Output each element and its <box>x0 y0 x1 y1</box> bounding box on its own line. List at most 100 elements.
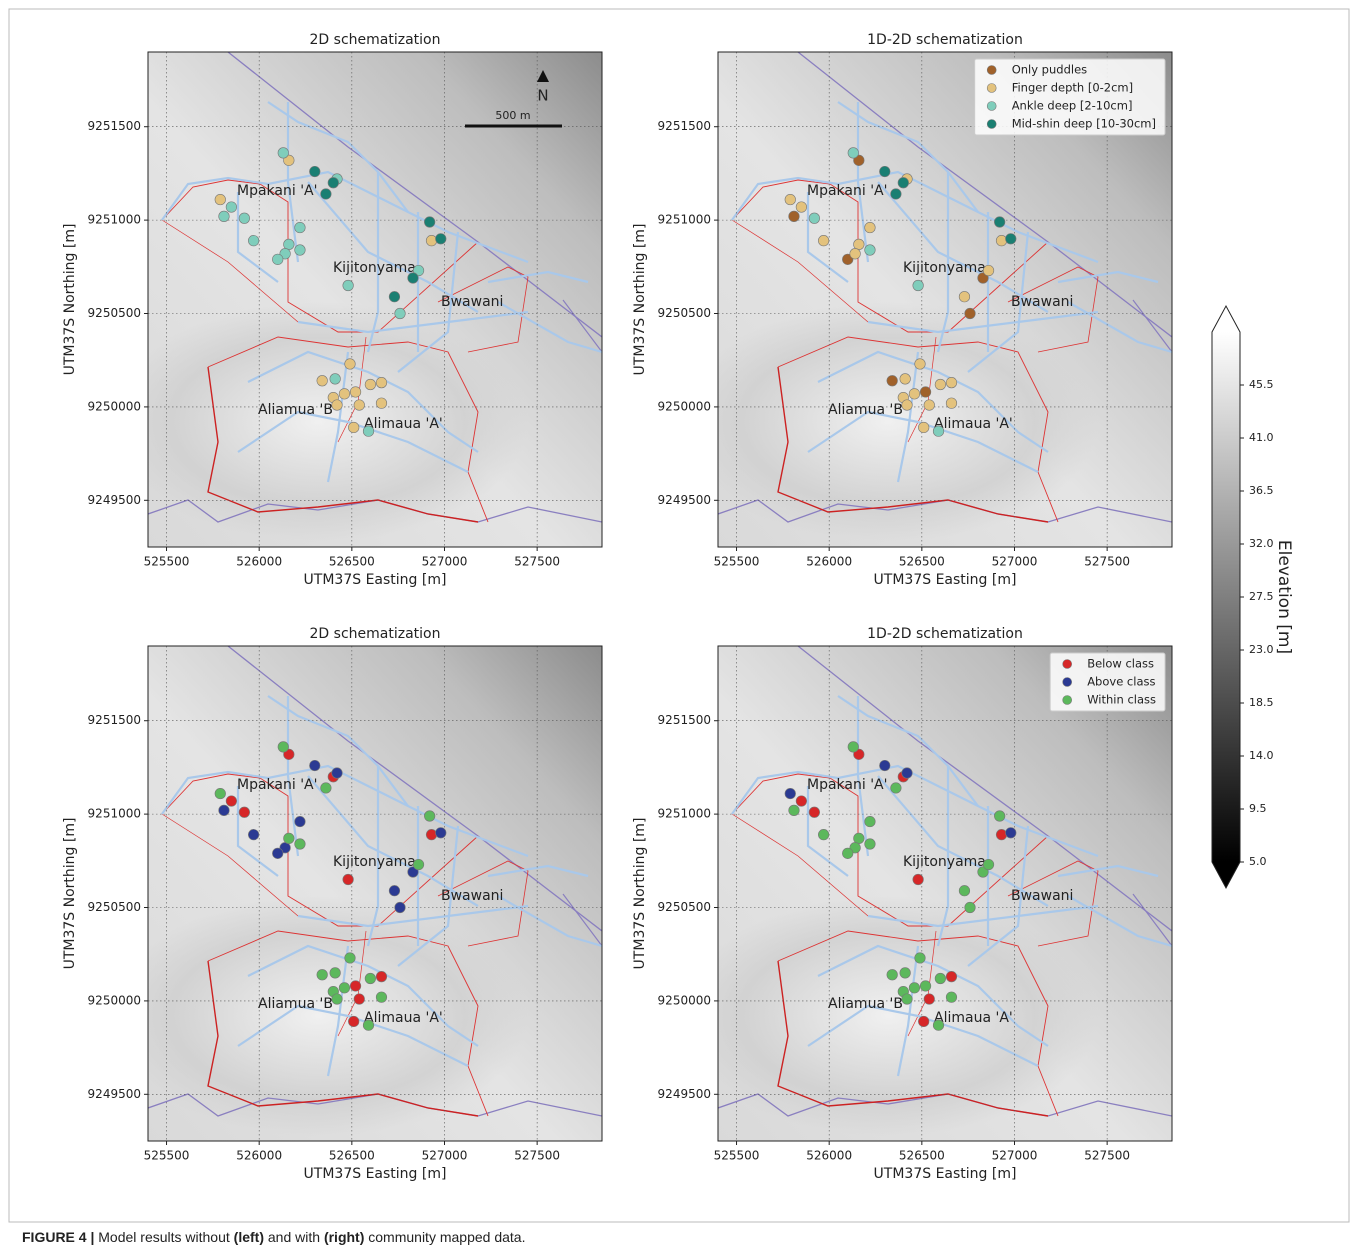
data-point <box>320 188 332 200</box>
data-point <box>294 815 306 828</box>
panel-title: 2D schematization <box>310 32 441 48</box>
x-tick-label: 527000 <box>992 555 1038 569</box>
data-point <box>977 272 989 284</box>
data-point <box>342 279 354 292</box>
data-point <box>238 806 250 818</box>
y-tick-label: 9249500 <box>88 1087 141 1101</box>
data-point <box>923 993 935 1005</box>
y-tick-label: 9251500 <box>88 119 141 133</box>
y-tick-label: 9249500 <box>658 1087 711 1101</box>
data-point <box>338 388 351 400</box>
data-point <box>364 378 376 391</box>
caption-part: (right) <box>324 1229 364 1245</box>
data-point <box>901 399 913 411</box>
data-point <box>353 399 365 411</box>
data-point <box>294 244 306 256</box>
place-label: Alimaua 'A' <box>364 416 443 432</box>
data-point <box>995 235 1008 247</box>
place-label: Kijitonyama <box>333 854 416 870</box>
x-tick-label: 526500 <box>899 1149 945 1163</box>
y-axis-label: UTM37S Northing [m] <box>632 224 648 376</box>
data-point <box>864 815 876 828</box>
data-point <box>394 901 406 914</box>
x-axis-label: UTM37S Easting [m] <box>874 572 1017 588</box>
y-tick-label: 9249500 <box>658 493 711 507</box>
data-point <box>225 795 237 807</box>
data-point <box>309 165 321 178</box>
data-point <box>847 741 859 753</box>
data-point <box>435 827 447 839</box>
axes-frame <box>147 645 603 1142</box>
colorbar-label: Elevation [m] <box>1274 540 1294 654</box>
data-point <box>1005 827 1017 839</box>
data-point <box>964 901 976 914</box>
data-point <box>435 233 447 245</box>
legend-marker <box>986 119 997 129</box>
y-tick-label: 9249500 <box>88 493 141 507</box>
data-point <box>934 378 946 391</box>
x-axis-label: UTM37S Easting [m] <box>304 572 447 588</box>
colorbar-tick-label: 5.0 <box>1249 855 1267 868</box>
place-label: Bwawani <box>1011 888 1073 904</box>
legend-marker <box>1062 677 1072 687</box>
colorbar-tick-label: 32.0 <box>1249 537 1274 550</box>
data-point <box>945 397 958 409</box>
data-point <box>914 358 926 370</box>
data-point <box>272 847 284 859</box>
data-point <box>344 358 356 370</box>
data-point <box>977 866 989 878</box>
data-point <box>932 425 945 437</box>
place-label: Bwawani <box>1011 294 1073 310</box>
data-point <box>849 842 861 854</box>
data-point <box>412 264 425 277</box>
data-point <box>784 787 796 800</box>
legend-marker <box>986 83 997 93</box>
y-tick-label: 9251500 <box>658 713 711 727</box>
axes-frame <box>717 645 1173 1142</box>
legend-label: Finger depth [0-2cm] <box>1012 81 1133 95</box>
data-point <box>375 377 388 389</box>
data-point <box>388 885 401 897</box>
data-point <box>277 147 289 159</box>
data-point <box>864 244 876 256</box>
panel-title: 1D-2D schematization <box>867 32 1023 48</box>
x-tick-label: 527500 <box>514 1149 560 1163</box>
data-point <box>908 982 921 994</box>
data-point <box>899 373 911 385</box>
caption-part: and with <box>264 1229 324 1245</box>
place-label: Mpakani 'A' <box>807 777 887 793</box>
y-axis-label: UTM37S Northing [m] <box>62 818 78 970</box>
scale-label: 500 m <box>495 109 530 122</box>
data-point <box>808 212 820 224</box>
data-point <box>795 795 807 807</box>
y-tick-label: 9250000 <box>658 399 711 413</box>
x-tick-label: 526000 <box>806 1149 852 1163</box>
data-point <box>349 386 362 398</box>
data-point <box>424 810 436 822</box>
data-point <box>248 829 260 841</box>
axes-frame <box>147 51 603 548</box>
data-point <box>923 399 935 411</box>
data-point <box>362 425 375 437</box>
x-tick-label: 525500 <box>714 1149 760 1163</box>
colorbar-tick-label: 36.5 <box>1249 484 1274 497</box>
data-point <box>353 993 365 1005</box>
data-point <box>283 748 295 760</box>
data-point <box>918 1015 930 1028</box>
caption-part: community mapped data. <box>364 1229 525 1245</box>
data-point <box>316 375 328 387</box>
y-tick-label: 9251500 <box>658 119 711 133</box>
north-label: N <box>537 87 548 105</box>
legend-label: Below class <box>1087 657 1154 671</box>
data-point <box>890 188 902 200</box>
data-point <box>901 993 913 1005</box>
data-point <box>919 386 932 398</box>
place-label: Mpakani 'A' <box>237 777 317 793</box>
data-point <box>412 858 425 871</box>
data-point <box>329 373 341 385</box>
x-tick-label: 527000 <box>992 1149 1038 1163</box>
x-tick-label: 525500 <box>144 1149 190 1163</box>
data-point <box>784 193 796 206</box>
legend-label: Mid-shin deep [10-30cm] <box>1012 117 1156 131</box>
legend-box <box>974 58 1166 136</box>
